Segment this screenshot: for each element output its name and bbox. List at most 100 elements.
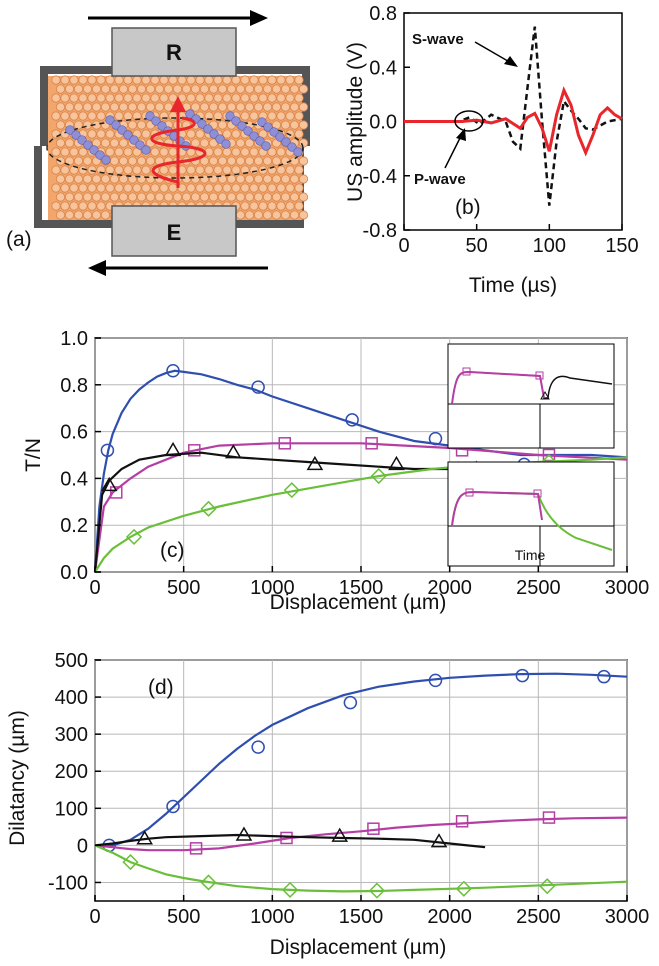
grain <box>82 174 93 184</box>
grain <box>136 102 147 112</box>
grain <box>298 102 309 112</box>
grain <box>204 111 214 121</box>
grain <box>213 75 223 85</box>
y-tick-label: 0.4 <box>60 468 88 490</box>
grain <box>51 147 61 157</box>
grain <box>118 138 129 148</box>
bead <box>141 145 151 155</box>
grain <box>267 183 277 193</box>
grain <box>118 84 129 94</box>
grain <box>249 93 259 103</box>
diamond-marker <box>455 880 472 897</box>
grain <box>55 192 66 202</box>
grain <box>258 93 268 103</box>
grain <box>217 102 228 112</box>
grain <box>64 174 75 184</box>
grain <box>253 156 264 166</box>
grain <box>208 138 219 148</box>
grain <box>240 75 250 85</box>
x-tick-label: 1500 <box>339 577 384 599</box>
grain <box>127 120 138 130</box>
grain <box>96 201 106 211</box>
grain <box>231 183 241 193</box>
y-axis-label-d: Dilatancy (µm) <box>6 710 29 846</box>
grain <box>154 102 165 112</box>
grain <box>267 147 277 157</box>
x-tick-label: 2000 <box>427 577 472 599</box>
s-wave-annotation: S-wave <box>412 31 464 48</box>
grain <box>159 183 169 193</box>
grain <box>127 174 138 184</box>
grain <box>217 192 228 202</box>
y-tick-label: 300 <box>55 724 88 746</box>
square-marker <box>110 486 123 499</box>
grain <box>267 93 277 103</box>
grain <box>82 156 93 166</box>
grain <box>190 192 201 202</box>
circle-marker <box>428 431 443 446</box>
y-tick-label: 0.6 <box>60 422 88 444</box>
x-tick-label: 100 <box>533 235 566 257</box>
grain <box>69 111 79 121</box>
circle-marker <box>345 413 359 427</box>
grain <box>262 156 273 166</box>
grain <box>73 84 84 94</box>
grain <box>168 183 178 193</box>
grain <box>226 102 237 112</box>
p-wave-annotation: P-wave <box>414 171 466 188</box>
grain <box>51 165 61 175</box>
bead <box>209 129 219 139</box>
grain <box>136 120 147 130</box>
grain <box>64 102 75 112</box>
bead <box>257 117 267 127</box>
grain <box>127 156 138 166</box>
grain <box>87 165 97 175</box>
diamond-marker <box>122 854 139 871</box>
grain <box>258 183 268 193</box>
grain <box>87 111 97 121</box>
grain <box>100 138 111 148</box>
grain <box>190 138 201 148</box>
grain <box>285 111 295 121</box>
grain <box>186 165 196 175</box>
grain <box>249 75 259 85</box>
grain <box>163 84 174 94</box>
grain <box>64 156 75 166</box>
grain <box>51 183 61 193</box>
bead <box>157 121 167 131</box>
x-tick-label: 0 <box>89 906 100 928</box>
y-tick-label: 0 <box>77 835 88 857</box>
grain <box>114 75 124 85</box>
bead <box>101 155 111 165</box>
grain <box>105 75 115 85</box>
panel-a-schematic: R E (a) <box>6 10 310 276</box>
grain <box>96 111 106 121</box>
grain <box>249 183 259 193</box>
grain <box>199 174 210 184</box>
grain <box>123 183 133 193</box>
grain <box>280 120 291 130</box>
grain <box>262 102 273 112</box>
x-tick-label: 2000 <box>427 906 472 928</box>
bead <box>65 125 75 135</box>
x-tick-label: 150 <box>605 235 638 257</box>
series-line <box>404 26 623 206</box>
grain <box>222 93 232 103</box>
grain <box>168 75 178 85</box>
grain <box>276 75 286 85</box>
grain <box>51 129 61 139</box>
grain <box>132 111 142 121</box>
bead <box>243 126 253 136</box>
triangle-marker <box>235 826 253 841</box>
grain <box>145 156 156 166</box>
grain <box>105 129 115 139</box>
triangle-marker <box>331 827 349 842</box>
grain <box>87 129 97 139</box>
y-tick-label: 100 <box>55 798 88 820</box>
grain <box>55 138 66 148</box>
grain <box>271 174 282 184</box>
y-tick-label: -0.8 <box>363 220 397 242</box>
grain <box>213 165 223 175</box>
grain <box>60 165 70 175</box>
bead <box>231 116 241 126</box>
